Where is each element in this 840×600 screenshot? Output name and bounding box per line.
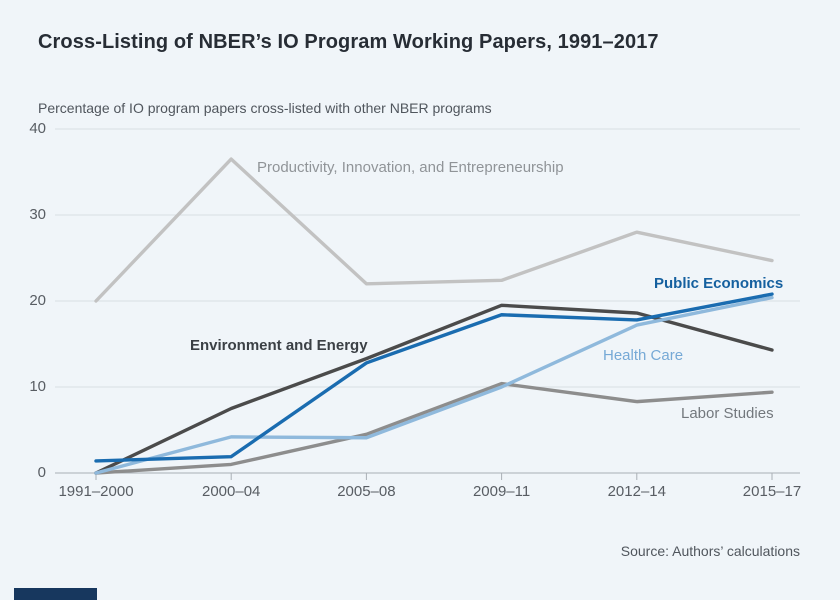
y-axis-title: Percentage of IO program papers cross-li… [38,100,492,116]
x-axis-label-2: 2005–08 [337,483,396,500]
chart-line-public-economics [94,292,774,463]
source-note: Source: Authors’ calculations [620,543,800,559]
y-axis-label-0: 0 [37,464,46,481]
series-label-environment-and-energy: Environment and Energy [190,337,368,354]
nber-brand-bar [14,588,97,600]
series-label-public-economics: Public Economics [654,275,784,292]
series-label-productivity-innovation-and-entrepreneurship: Productivity, Innovation, and Entreprene… [257,159,564,176]
x-axis-label-4: 2012–14 [607,483,666,500]
y-axis-label-20: 20 [29,292,46,309]
chart-title: Cross-Listing of NBER’s IO Program Worki… [38,31,659,53]
x-axis-label-5: 2015–17 [742,483,802,500]
chart-line-health-care [94,295,774,475]
chart-line-productivity-innovation-and-entrepreneurship [94,157,774,303]
y-axis-label-40: 40 [29,120,46,137]
y-axis-label-10: 10 [29,378,46,395]
chart-line-environment-and-energy [94,303,774,475]
x-axis-label-0: 1991–2000 [58,483,134,500]
series-label-labor-studies: Labor Studies [681,405,774,422]
y-axis-label-30: 30 [29,206,46,223]
x-axis-label-1: 2000–04 [201,483,261,500]
series-label-health-care: Health Care [603,347,684,364]
chart-line-labor-studies [94,381,774,475]
x-axis-label-3: 2009–11 [472,483,531,500]
